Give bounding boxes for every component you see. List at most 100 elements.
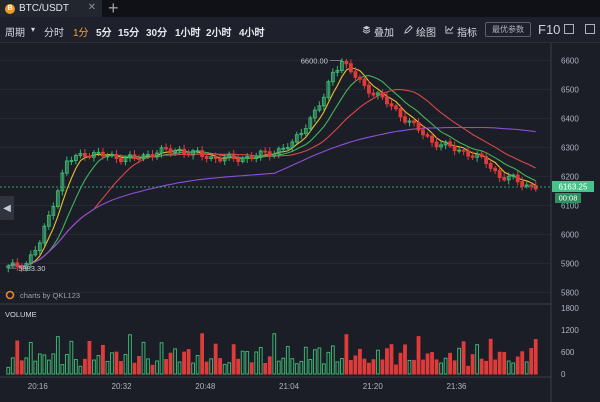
volume-bar xyxy=(281,357,286,375)
volume-bar xyxy=(186,349,191,375)
volume-bar xyxy=(236,358,241,375)
candle-body xyxy=(254,156,259,159)
volume-bar xyxy=(10,357,15,375)
volume-bar xyxy=(339,358,344,375)
interval-1min[interactable]: 1分 xyxy=(73,28,89,39)
indicator-button[interactable]: 指标 xyxy=(457,28,477,39)
candle-body xyxy=(168,148,173,153)
candle-body xyxy=(452,145,457,152)
volume-bar xyxy=(344,334,349,375)
pencil-icon[interactable] xyxy=(404,25,413,34)
candle-body xyxy=(146,154,150,157)
qkl-logo-icon xyxy=(5,290,15,300)
volume-bar xyxy=(330,345,335,375)
moving-averages xyxy=(8,67,536,267)
collapse-left-icon[interactable]: ◀ xyxy=(0,196,14,220)
candle-body xyxy=(123,157,128,163)
volume-bar xyxy=(249,362,254,375)
candle-body xyxy=(119,158,123,163)
interval-timeline[interactable]: 分时 xyxy=(44,28,64,39)
volume-bar xyxy=(200,333,205,375)
screenshot-icon[interactable] xyxy=(564,24,574,34)
volume-bar xyxy=(407,359,412,375)
close-icon[interactable]: ✕ xyxy=(87,2,96,13)
candle-body xyxy=(330,71,335,83)
candle-body xyxy=(524,184,529,187)
volume-bar xyxy=(101,344,105,375)
volume-bar xyxy=(114,351,119,375)
f10-button[interactable]: F10 xyxy=(538,22,561,37)
candle-body xyxy=(263,150,268,153)
interval-5min[interactable]: 5分 xyxy=(96,28,112,39)
candle-body xyxy=(186,153,191,156)
volume-bar xyxy=(267,356,272,375)
volume-bar xyxy=(488,338,493,375)
candle-body xyxy=(182,148,186,155)
add-tab-icon[interactable]: + xyxy=(108,0,119,18)
interval-15min[interactable]: 15分 xyxy=(118,28,140,39)
volume-bar xyxy=(493,359,498,375)
candle-body xyxy=(15,262,20,268)
price-tick-label: 6600 xyxy=(561,56,579,65)
interval-30min[interactable]: 30分 xyxy=(146,28,168,39)
volume-bar xyxy=(511,362,516,375)
interval-4h[interactable]: 4小时 xyxy=(239,28,265,39)
candle-body xyxy=(240,157,245,162)
volume-bar xyxy=(376,349,380,375)
candle-body xyxy=(443,141,448,146)
draw-button[interactable]: 绘图 xyxy=(416,28,436,39)
countdown-value: 00:08 xyxy=(559,194,578,203)
candle-body xyxy=(529,184,534,187)
volume-bar xyxy=(502,352,507,375)
volume-bar xyxy=(479,358,484,375)
candle-body xyxy=(299,132,304,136)
volume-bar xyxy=(218,358,223,375)
candle-body xyxy=(51,206,56,216)
volume-bar xyxy=(96,354,101,375)
volume-bar xyxy=(110,352,114,375)
candle-body xyxy=(308,117,313,130)
volume-bar xyxy=(484,360,489,375)
volume-bar xyxy=(159,342,164,375)
optimal-params-button[interactable]: 最优参数 xyxy=(485,22,531,37)
candle-body xyxy=(204,155,209,160)
candle-body xyxy=(236,158,241,162)
volume-bar xyxy=(37,353,42,375)
interval-2h[interactable]: 2小时 xyxy=(206,28,232,39)
candle-body xyxy=(60,172,65,192)
chevron-down-icon[interactable]: ▾ xyxy=(31,25,36,34)
overlay-button[interactable]: 叠加 xyxy=(374,28,394,39)
volume-bar xyxy=(55,336,60,375)
candle-body xyxy=(502,177,507,181)
volume-bar xyxy=(272,333,277,375)
volume-bar xyxy=(434,359,439,375)
volume-bar xyxy=(448,352,452,375)
candle-body xyxy=(484,156,489,165)
volume-bar xyxy=(213,343,218,375)
candle-body xyxy=(439,144,443,148)
price-tick-label: 6400 xyxy=(561,114,579,123)
candle-body xyxy=(466,150,471,157)
volume-bar xyxy=(182,351,186,375)
volume-bar xyxy=(6,366,11,375)
volume-bar xyxy=(461,341,466,375)
tab-btc-usdt[interactable]: B BTC/USDT ✕ xyxy=(0,0,102,17)
candle-body xyxy=(371,92,376,96)
volume-bar xyxy=(128,334,132,375)
candle-body xyxy=(376,92,380,96)
chart-toolbar: 周期 ▾ 分时 1分 5分 15分 30分 1小时 2小时 4小时 叠加 绘图 … xyxy=(0,17,600,43)
fullscreen-icon[interactable] xyxy=(585,24,595,34)
indicator-icon[interactable] xyxy=(445,25,454,34)
price-tick-label: 6200 xyxy=(561,172,579,181)
time-tick-label: 20:16 xyxy=(28,382,49,391)
layers-icon[interactable] xyxy=(362,25,371,34)
interval-1h[interactable]: 1小时 xyxy=(175,28,201,39)
moving-average-line xyxy=(8,67,536,267)
candle-body xyxy=(128,154,132,159)
volume-bar xyxy=(60,364,65,375)
candle-body xyxy=(132,154,137,159)
volume-bar xyxy=(421,359,425,375)
volume-bar xyxy=(24,357,29,375)
volume-bar xyxy=(254,351,259,375)
